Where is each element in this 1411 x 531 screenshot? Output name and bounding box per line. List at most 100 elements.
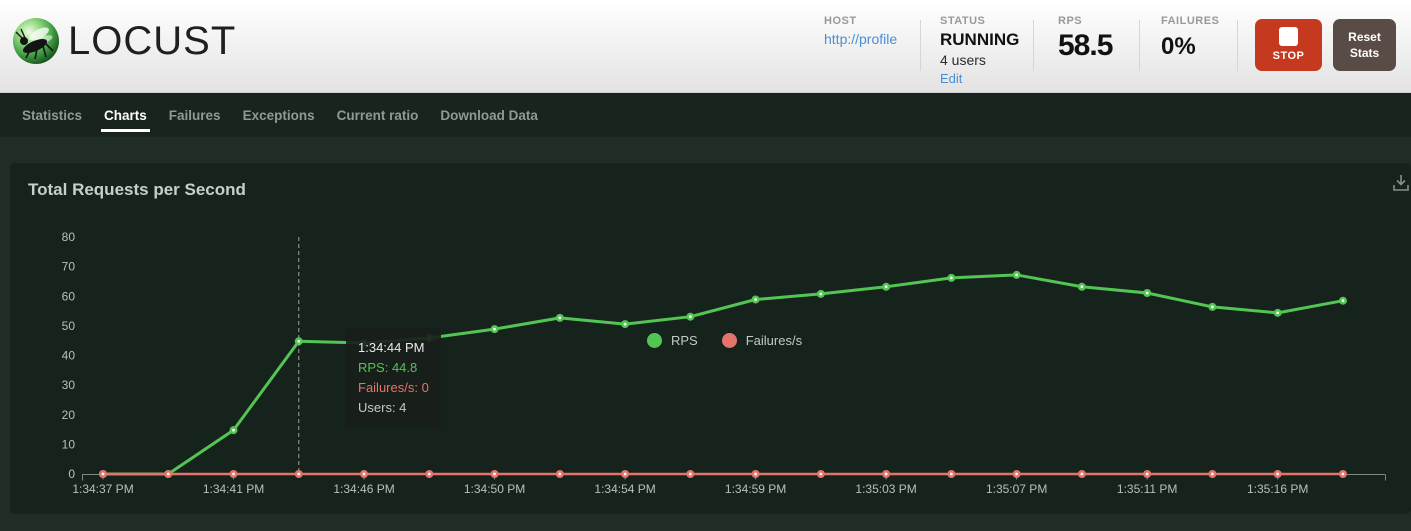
data-point-center <box>688 472 692 476</box>
legend-item-failures[interactable]: Failures/s <box>721 333 803 348</box>
data-point-center <box>558 316 562 320</box>
nav-tabs: Statistics Charts Failures Exceptions Curren… <box>0 93 1411 137</box>
x-axis-label: 1:34:37 PM <box>72 482 133 496</box>
data-point-center <box>1145 291 1149 295</box>
data-point-center <box>688 315 692 319</box>
data-point-center <box>362 341 366 345</box>
locust-logo-icon <box>13 18 59 64</box>
data-point-center <box>949 276 953 280</box>
data-point-center <box>1211 472 1214 476</box>
rps-legend-dot-icon <box>647 333 662 348</box>
legend-label: RPS <box>671 333 698 348</box>
x-axis-label: 1:35:07 PM <box>986 482 1047 496</box>
data-point-center <box>884 285 888 289</box>
data-point-center <box>623 472 627 476</box>
x-axis-label: 1:35:11 PM <box>1117 482 1177 496</box>
x-axis-label: 1:34:50 PM <box>464 482 525 496</box>
chart-legend: RPS Failures/s <box>647 333 826 348</box>
x-axis-label: 1:34:41 PM <box>203 482 264 496</box>
host-label: HOST <box>824 15 857 27</box>
stop-button-label: STOP <box>1272 50 1305 62</box>
failures-legend-dot-icon <box>721 333 737 348</box>
host-block: HOST http://profile <box>824 15 897 47</box>
stop-square-icon <box>1279 27 1298 46</box>
y-axis-label: 10 <box>62 437 76 451</box>
data-point-center <box>101 472 105 476</box>
x-axis-label: 1:35:16 PM <box>1247 482 1308 496</box>
header-divider <box>1139 20 1140 71</box>
download-icon[interactable] <box>1390 172 1411 194</box>
tab-download-data[interactable]: Download Data <box>440 107 538 123</box>
data-point-center <box>1341 299 1345 303</box>
data-point-center <box>1015 472 1019 476</box>
tab-current-ratio[interactable]: Current ratio <box>336 107 419 123</box>
header-divider <box>1237 20 1238 71</box>
y-axis-label: 0 <box>68 467 75 481</box>
x-axis-label: 1:35:03 PM <box>855 482 916 496</box>
rps-value: 58.5 <box>1058 29 1113 62</box>
y-axis-label: 20 <box>62 408 76 422</box>
failures-block: FAILURES 0% <box>1161 15 1219 61</box>
tab-exceptions[interactable]: Exceptions <box>242 107 315 123</box>
chart-title: Total Requests per Second <box>28 180 246 199</box>
status-value: RUNNING <box>940 30 1020 49</box>
rps-label: RPS <box>1058 15 1083 27</box>
y-axis-label: 60 <box>62 289 76 303</box>
data-point-center <box>362 472 366 476</box>
y-axis-label: 70 <box>62 260 76 274</box>
data-point-center <box>1080 285 1084 289</box>
data-point-center <box>427 472 431 476</box>
reset-stats-button[interactable]: Reset Stats <box>1333 19 1396 71</box>
y-axis-label: 50 <box>62 319 76 333</box>
header-divider <box>920 20 921 71</box>
host-link[interactable]: http://profile <box>824 31 898 47</box>
data-point-center <box>949 472 953 476</box>
edit-users-link[interactable]: Edit <box>940 71 963 86</box>
chart-panel: Total Requests per Second RPS Failures/s… <box>10 163 1411 514</box>
data-point-center <box>754 472 757 476</box>
logo-text: LOCUST <box>68 19 237 63</box>
data-point-center <box>819 472 823 476</box>
data-point-center <box>1145 472 1149 476</box>
tab-statistics[interactable]: Statistics <box>22 107 83 123</box>
data-point-center <box>819 292 823 296</box>
data-point-center <box>297 339 301 343</box>
data-point-center <box>493 472 496 476</box>
logo: LOCUST <box>12 17 236 65</box>
data-point-center <box>297 472 301 476</box>
tab-failures[interactable]: Failures <box>168 107 221 123</box>
data-point-center <box>232 428 235 432</box>
header: LOCUST HOST http://profile STATUS RUNNIN… <box>0 0 1411 93</box>
data-point-center <box>1211 305 1214 309</box>
status-user-count: 4 users <box>940 52 986 68</box>
y-axis-label: 30 <box>62 378 76 392</box>
stop-button[interactable]: STOP <box>1255 19 1322 71</box>
data-point-center <box>427 336 431 340</box>
x-axis-label: 1:34:59 PM <box>725 482 786 496</box>
data-point-center <box>1276 311 1280 315</box>
data-point-center <box>623 322 627 326</box>
failures-value: 0% <box>1161 33 1196 60</box>
tab-charts[interactable]: Charts <box>93 93 158 137</box>
rps-line-chart[interactable]: 0 10 20 30 40 50 60 70 80 1:34:37 PM 1:34:41 PM 1:3… <box>10 223 1411 514</box>
rps-block: RPS 58.5 <box>1058 15 1113 63</box>
y-axis-label: 80 <box>62 230 76 244</box>
legend-label: Failures/s <box>745 333 803 348</box>
data-point-center <box>558 472 562 476</box>
data-point-center <box>884 472 888 476</box>
data-point-center <box>1276 472 1280 476</box>
data-point-center <box>1015 273 1019 277</box>
y-axis-label: 40 <box>62 349 76 363</box>
x-axis-label: 1:34:54 PM <box>594 482 655 496</box>
data-point-center <box>1341 472 1345 476</box>
x-axis-label: 1:34:46 PM <box>333 482 394 496</box>
status-label: STATUS <box>940 15 986 27</box>
data-point-center <box>493 327 496 331</box>
rps-line <box>103 273 1344 476</box>
legend-item-rps[interactable]: RPS <box>647 333 698 348</box>
data-point-center <box>166 472 170 476</box>
status-block: STATUS RUNNING 4 users Edit <box>940 15 1019 86</box>
header-divider <box>1033 20 1034 71</box>
data-point-center <box>754 298 757 301</box>
